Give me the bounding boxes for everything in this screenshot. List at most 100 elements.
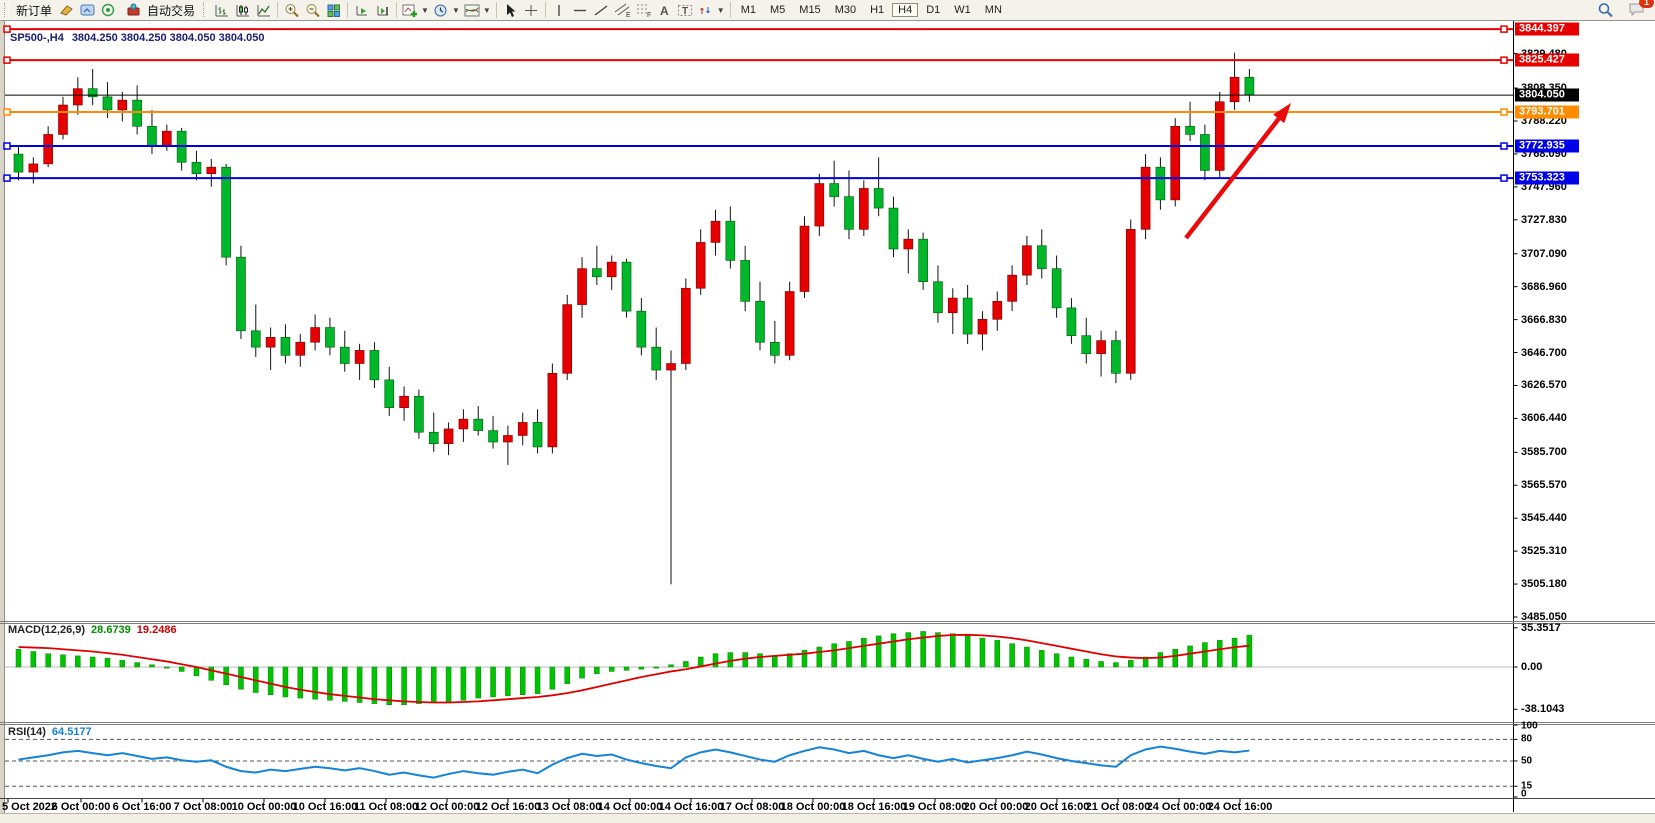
timeframe-m5[interactable]: M5 (770, 4, 786, 16)
candle-body (236, 256, 246, 332)
new-chart-dropdown[interactable]: ▼ (421, 5, 429, 15)
arrow-annotation-head[interactable] (1273, 103, 1291, 124)
candlestick-chart-icon[interactable] (234, 2, 251, 18)
bar-chart-icon[interactable] (213, 2, 230, 18)
navigator-icon[interactable] (100, 2, 117, 18)
line-handle[interactable] (3, 174, 11, 182)
macd-histogram-bar (119, 660, 126, 668)
period-dropdown[interactable]: ▼ (451, 5, 460, 15)
macd-histogram-bar (994, 640, 1001, 668)
candle-body (339, 346, 350, 364)
macd-histogram-bar (594, 666, 600, 674)
period-icon[interactable] (433, 2, 450, 18)
toolbar-grip[interactable] (203, 3, 209, 17)
vertical-line-icon[interactable] (551, 2, 568, 18)
candle-body (1007, 274, 1017, 302)
candle-body (1229, 76, 1240, 103)
macd-histogram-bar (534, 666, 541, 694)
timeframe-h1[interactable]: H1 (870, 4, 885, 16)
data-window-icon[interactable] (79, 2, 96, 18)
svg-text:F: F (647, 12, 651, 18)
candle-body (740, 260, 750, 302)
new-order-button[interactable]: 新订单 (16, 3, 53, 18)
candle-body (770, 341, 780, 356)
timeframe-mn[interactable]: MN (984, 4, 1002, 16)
macd-histogram-bar (342, 666, 348, 702)
timeframe-m30[interactable]: M30 (834, 4, 857, 16)
cursor-icon[interactable] (502, 2, 519, 18)
line-chart-icon[interactable] (255, 2, 272, 18)
candle-body (977, 319, 988, 335)
arrows-dropdown[interactable]: ▼ (716, 5, 725, 15)
line-handle[interactable] (3, 108, 11, 116)
horizontal-line-icon[interactable] (572, 2, 589, 18)
macd-histogram-bar (890, 633, 897, 668)
svg-text:A: A (660, 4, 669, 18)
macd-histogram-bar (1128, 660, 1134, 668)
candle-body (458, 418, 469, 430)
timeframe-h4[interactable]: H4 (892, 3, 919, 17)
text-label-icon[interactable]: T (677, 2, 694, 18)
candle-body (221, 166, 231, 258)
chart-shift-icon[interactable] (374, 2, 391, 18)
candle-body (43, 134, 53, 165)
timeframe-m1[interactable]: M1 (740, 4, 756, 16)
auto-trading-icon (125, 2, 142, 18)
fibonacci-icon[interactable]: F (635, 2, 652, 18)
trendline-icon[interactable] (593, 2, 610, 18)
search-icon[interactable] (1597, 2, 1614, 18)
arrow-annotation[interactable] (1184, 117, 1281, 240)
line-handle[interactable] (1500, 25, 1508, 33)
line-handle[interactable] (1500, 56, 1508, 64)
candle-body (1200, 134, 1210, 171)
line-handle[interactable] (1500, 142, 1508, 150)
candle-body (621, 261, 632, 312)
timeframe-w1[interactable]: W1 (954, 4, 971, 16)
macd-histogram-bar (638, 666, 645, 670)
macd-histogram-bar (104, 657, 111, 668)
macd-histogram-bar (623, 666, 630, 671)
indicators-dropdown[interactable]: ▼ (482, 5, 491, 15)
new-chart-icon[interactable] (402, 2, 419, 18)
candle-body (918, 238, 928, 283)
timeframe-d1[interactable]: D1 (926, 4, 941, 16)
auto-trading-button[interactable]: 自动交易 (119, 1, 199, 20)
toolbar-grip[interactable] (4, 3, 9, 17)
text-icon[interactable]: A (656, 2, 673, 18)
tile-windows-icon[interactable] (325, 2, 342, 18)
candle-body (695, 242, 706, 289)
zoom-out-icon[interactable] (304, 2, 321, 18)
macd-histogram-bar (979, 637, 986, 668)
candle-body (1022, 245, 1032, 276)
macd-histogram-bar (327, 666, 333, 701)
candle-body (562, 304, 573, 374)
line-handle[interactable] (3, 142, 11, 150)
candle-body (428, 431, 439, 444)
line-handle[interactable] (1500, 174, 1508, 182)
timeframe-m15[interactable]: M15 (799, 4, 821, 16)
macd-histogram-bar (193, 666, 200, 677)
macd-histogram-bar (75, 655, 81, 668)
candle-body (399, 395, 409, 408)
notification-badge: 1 (1639, 0, 1654, 8)
equidistant-channel-icon[interactable]: E (614, 2, 631, 18)
line-handle[interactable] (3, 56, 11, 64)
crosshair-icon[interactable] (523, 2, 540, 18)
candle-body (1036, 245, 1047, 269)
notifications-button[interactable]: 1 (1626, 0, 1654, 20)
macd-histogram-bar (15, 648, 22, 668)
indicators-icon[interactable] (464, 2, 481, 18)
macd-histogram-bar (935, 632, 941, 668)
line-handle[interactable] (1500, 108, 1508, 116)
macd-histogram-bar (1202, 642, 1208, 668)
candle-body (814, 183, 825, 227)
candle-body (280, 337, 291, 356)
chart-profile-icon[interactable] (58, 2, 75, 18)
macd-histogram-bar (846, 641, 852, 668)
line-handle[interactable] (3, 25, 11, 33)
candle-body (888, 207, 899, 250)
arrows-icon[interactable] (698, 2, 715, 18)
auto-scroll-icon[interactable] (353, 2, 370, 18)
candle-body (1170, 125, 1181, 201)
zoom-in-icon[interactable] (283, 2, 300, 18)
